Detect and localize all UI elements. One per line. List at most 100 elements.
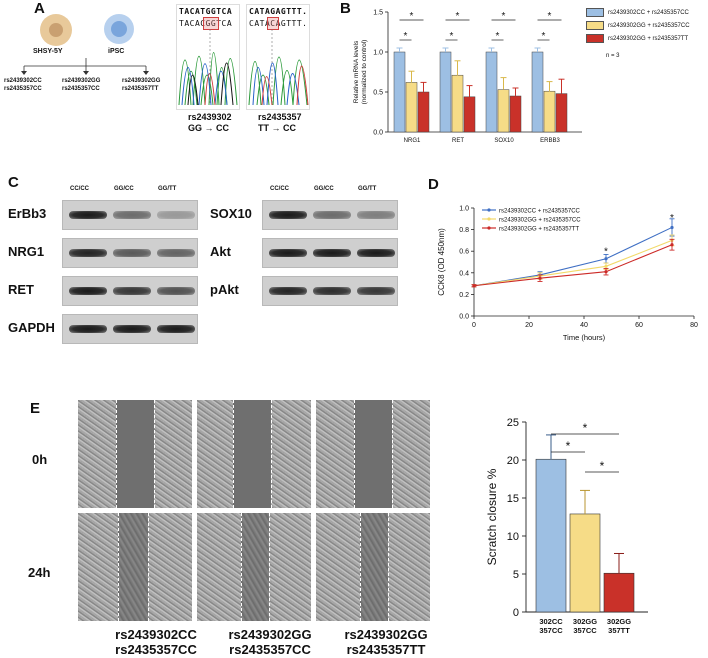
blot-band: [157, 325, 195, 333]
legend-label-3: rs2439302GG + rs2435357TT: [608, 35, 689, 42]
bar: [509, 95, 522, 133]
sig-star: *: [450, 31, 454, 42]
data-point: [670, 243, 674, 247]
y-tick-label: 0.0: [459, 314, 469, 321]
series-line: [473, 239, 673, 287]
y-axis-label: CCK8 (OD 450nm): [437, 228, 446, 296]
blot-row-label: NRG1: [8, 244, 45, 259]
cell-line-shsy5y: SHSY-5Y: [33, 48, 63, 55]
time-label-24h: 24h: [28, 565, 51, 580]
bar: [569, 513, 601, 613]
scratch-gap: [233, 400, 271, 508]
y-tick-label: 0.8: [459, 227, 469, 234]
sig-star: *: [502, 11, 506, 22]
x-tick-label: 40: [580, 322, 588, 329]
bar: [451, 74, 464, 133]
ipsc-nucleus: [111, 21, 127, 37]
blot-band: [69, 211, 107, 219]
blot-row-label: Akt: [210, 244, 231, 259]
y-tick-label: 0.4: [459, 270, 469, 277]
scratch-gap: [360, 513, 388, 621]
sig-star: *: [496, 31, 500, 42]
wound-edge-line: [269, 513, 270, 621]
data-point: [604, 270, 608, 274]
legend-label: rs2439302CC + rs2435357CC: [499, 208, 581, 214]
blot-band: [269, 249, 307, 257]
y-tick-label: 0.5: [373, 90, 383, 97]
cell-line-ipsc: iPSC: [108, 48, 125, 55]
bar: [603, 572, 635, 613]
panel-a-label: A: [34, 0, 45, 17]
x-tick-label: 80: [690, 322, 698, 329]
legend-item-2: rs2439302GG + rs2435357CC: [586, 19, 690, 32]
blot-strip: [262, 200, 398, 230]
genotype-2: rs2439302GG rs2435357CC: [62, 78, 101, 92]
legend-swatch-1: [586, 8, 604, 17]
mrna-bar-chart: 0.0 0.5 1.0 1.5 Relative mRNA levels(normali…: [353, 10, 582, 144]
legend-marker: [487, 226, 491, 230]
blot-band: [269, 287, 307, 295]
blot-band: [357, 249, 395, 257]
blot-band: [113, 325, 151, 333]
blot-row-label: RET: [8, 282, 34, 297]
panel-a-tree: [21, 58, 149, 75]
panel-e-label: E: [30, 400, 41, 417]
bar: [439, 51, 452, 133]
sig-star: *: [566, 439, 571, 453]
blot-strip: [62, 276, 198, 306]
data-point: [538, 276, 542, 280]
bar: [485, 51, 498, 133]
legend-item-1: rs2439302CC + rs2435357CC: [586, 6, 690, 19]
y-axis-label-line: Relative mRNA levels: [353, 40, 360, 103]
blot-band: [313, 249, 351, 257]
category-label: NRG1: [404, 138, 421, 144]
scratch-image: [78, 513, 192, 621]
y-axis-label: Relative mRNA levels(normalized to contr…: [353, 40, 368, 105]
category-label: 357CC: [573, 626, 597, 635]
series-line: [473, 244, 673, 287]
category-label: 357TT: [608, 626, 630, 635]
scratch-image: [316, 400, 430, 508]
sig-star: *: [404, 31, 408, 42]
wound-edge-line: [360, 513, 361, 621]
data-point: [604, 257, 608, 261]
legend-label-2: rs2439302GG + rs2435357CC: [608, 22, 690, 29]
shsy5y-nucleus: [49, 23, 63, 37]
category-label: 302CC: [539, 617, 563, 626]
category-label: 302GG: [573, 617, 597, 626]
genotype-3: rs2439302GG rs2435357TT: [122, 78, 161, 92]
blot-band: [113, 211, 151, 219]
blot-band: [69, 249, 107, 257]
panel-b-label: B: [340, 0, 351, 17]
scratch-image: [197, 400, 311, 508]
bar: [535, 458, 567, 613]
legend-item-3: rs2439302GG + rs2435357TT: [586, 32, 690, 45]
data-point: [472, 284, 476, 288]
wound-edge-line: [392, 400, 393, 508]
scratch-image: [316, 513, 430, 621]
blot-strip: [62, 200, 198, 230]
blot-column-header: GG/CC: [114, 186, 134, 192]
legend-label: rs2439302GG + rs2435357CC: [499, 217, 581, 223]
bar: [543, 90, 556, 133]
legend-label: rs2439302GG + rs2435357TT: [499, 226, 580, 232]
blot-row-label: GAPDH: [8, 320, 55, 335]
bar: [463, 96, 476, 133]
y-tick-label: 0.6: [459, 249, 469, 256]
x-axis-label: Time (hours): [563, 333, 606, 342]
y-tick-label: 0.2: [459, 292, 469, 299]
y-tick-label: 25: [507, 417, 519, 429]
time-label-0h: 0h: [32, 452, 48, 467]
bar: [531, 51, 544, 133]
sig-star: *: [600, 459, 605, 473]
group-label-2: rs2439302GG rs2435357CC: [228, 627, 312, 657]
legend-marker: [487, 208, 491, 212]
legend-swatch-3: [586, 34, 604, 43]
bar: [555, 93, 568, 133]
blot-band: [69, 325, 107, 333]
panel-d-label: D: [428, 176, 439, 193]
scratch-gap: [118, 513, 148, 621]
blot-band: [357, 287, 395, 295]
scratch-gap: [354, 400, 392, 508]
blot-band: [113, 287, 151, 295]
